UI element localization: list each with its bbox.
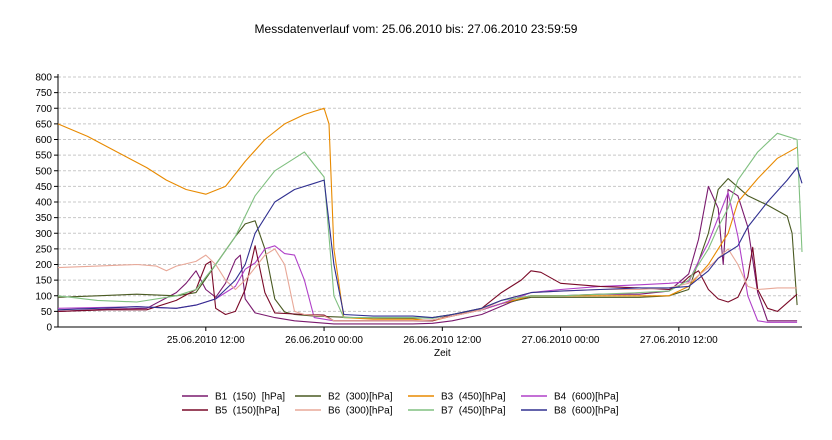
legend-label: B4 (600)[hPa] [554,392,619,403]
legend: B1 (150) [hPa] B2 (300)[hPa] B3 (450)[hPa]… [182,392,619,417]
y-tick-label: 800 [35,73,52,84]
y-tick-label: 200 [35,260,52,271]
grid-lines [58,76,802,312]
x-axis-label: Zeit [434,348,451,359]
x-tick-label: 26.06.2010 00:00 [285,335,363,346]
chart-title: Messdatenverlauf vom: 25.06.2010 bis: 27… [254,22,578,36]
x-tick-label: 27.06.2010 12:00 [640,335,718,346]
legend-label: B6 (300)[hPa] [328,406,393,417]
series-line-3 [57,107,798,322]
legend-label: B7 (450)[hPa] [441,406,506,417]
y-tick-label: 450 [35,182,52,193]
y-tick-label: 700 [35,104,52,115]
y-tick-label: 600 [35,135,52,146]
y-tick-label: 350 [35,213,52,224]
legend-label: B3 (450)[hPa] [441,392,506,403]
legend-label: B1 (150) [hPa] [215,392,285,403]
y-tick-label: 0 [46,323,52,334]
y-tick-label: 50 [41,307,53,318]
y-tick-label: 500 [35,166,52,177]
y-tick-label: 150 [35,276,52,287]
y-axis-ticks: 0 50 100 150 200 250 300 350 400 450 500 550 600 650 7… [35,73,58,334]
y-tick-label: 750 [35,88,52,99]
x-axis-ticks: 25.06.2010 12:00 26.06.2010 00:00 26.06.20… [167,327,718,346]
y-tick-label: 400 [35,198,52,209]
x-tick-label: 26.06.2010 12:00 [403,335,481,346]
legend-label: B2 (300)[hPa] [328,392,393,403]
legend-label: B5 (150)[hPa] [215,406,280,417]
series-line-5 [57,245,798,322]
y-tick-label: 250 [35,244,52,255]
series-line-8 [57,167,803,319]
y-tick-label: 650 [35,119,52,130]
x-tick-label: 27.06.2010 00:00 [522,335,600,346]
series-lines [57,107,803,325]
x-tick-label: 25.06.2010 12:00 [167,335,245,346]
axes [57,74,802,328]
series-line-7 [57,132,803,319]
series-line-6 [57,248,798,322]
y-tick-label: 550 [35,151,52,162]
y-tick-label: 300 [35,229,52,240]
legend-label: B8 (600)[hPa] [554,406,619,417]
y-tick-label: 100 [35,291,52,302]
